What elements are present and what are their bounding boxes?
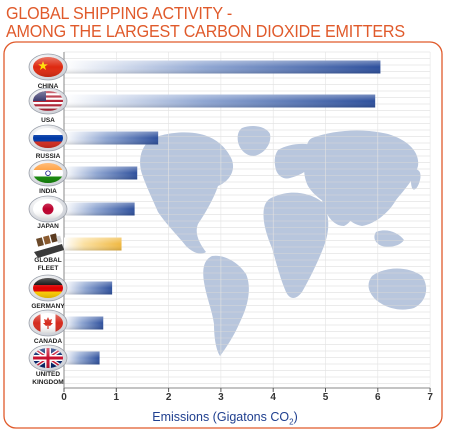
x-tick-label: 3	[218, 392, 224, 403]
chart-title-line-1: GLOBAL SHIPPING ACTIVITY -	[6, 3, 233, 23]
category-label: FLEET	[38, 265, 59, 272]
x-axis-title-suffix: )	[293, 410, 298, 424]
x-tick-label: 6	[375, 392, 381, 403]
russia-flag-icon	[28, 124, 68, 152]
category-label: JAPAN	[37, 223, 59, 230]
cargo-ship-icon	[34, 233, 64, 258]
x-tick-label: 5	[323, 392, 329, 403]
x-axis-title: Emissions (Gigatons CO2)	[0, 410, 450, 427]
category-label: GLOBAL	[34, 257, 61, 264]
x-axis-title-subscript: 2	[289, 417, 294, 427]
category-label: UNITED	[36, 371, 61, 378]
x-axis-ticks: 0 1 2 3 4 5 6 7	[61, 388, 433, 403]
category-label: USA	[41, 117, 55, 124]
chart-title-line-2: AMONG THE LARGEST CARBON DIOXIDE EMITTER…	[6, 21, 405, 41]
bar-shading	[64, 237, 122, 251]
category-label: INDIA	[39, 188, 57, 195]
china-flag-icon	[28, 53, 68, 81]
japan-flag-icon	[28, 195, 68, 223]
world-map-icon	[140, 126, 427, 356]
x-tick-label: 7	[427, 392, 433, 403]
category-label: KINGDOM	[32, 379, 63, 386]
bars	[64, 60, 381, 365]
x-tick-label: 4	[270, 392, 276, 403]
bar-shading	[64, 166, 138, 180]
germany-flag-icon	[28, 274, 68, 302]
bar-shading	[64, 60, 381, 74]
chart-title: GLOBAL SHIPPING ACTIVITY - AMONG THE LAR…	[6, 4, 405, 40]
bar-shading	[64, 281, 113, 295]
category-label: GERMANY	[31, 303, 65, 310]
uk-flag-icon	[28, 344, 68, 372]
x-tick-label: 0	[61, 392, 67, 403]
x-tick-label: 2	[166, 392, 172, 403]
bar-shading	[64, 202, 135, 216]
canada-flag-icon	[28, 309, 68, 337]
category-label: CHINA	[38, 83, 59, 90]
bar-shading	[64, 351, 100, 365]
bar-shading	[64, 131, 159, 145]
x-tick-label: 1	[114, 392, 120, 403]
bar-shading	[64, 316, 104, 330]
india-flag-icon	[28, 159, 68, 187]
usa-flag-icon	[28, 87, 68, 115]
category-label: RUSSIA	[36, 153, 61, 160]
flag-badges	[28, 53, 68, 372]
bar-shading	[64, 94, 376, 108]
x-axis-title-text: Emissions (Gigatons CO	[152, 410, 290, 424]
category-label: CANADA	[34, 338, 62, 345]
